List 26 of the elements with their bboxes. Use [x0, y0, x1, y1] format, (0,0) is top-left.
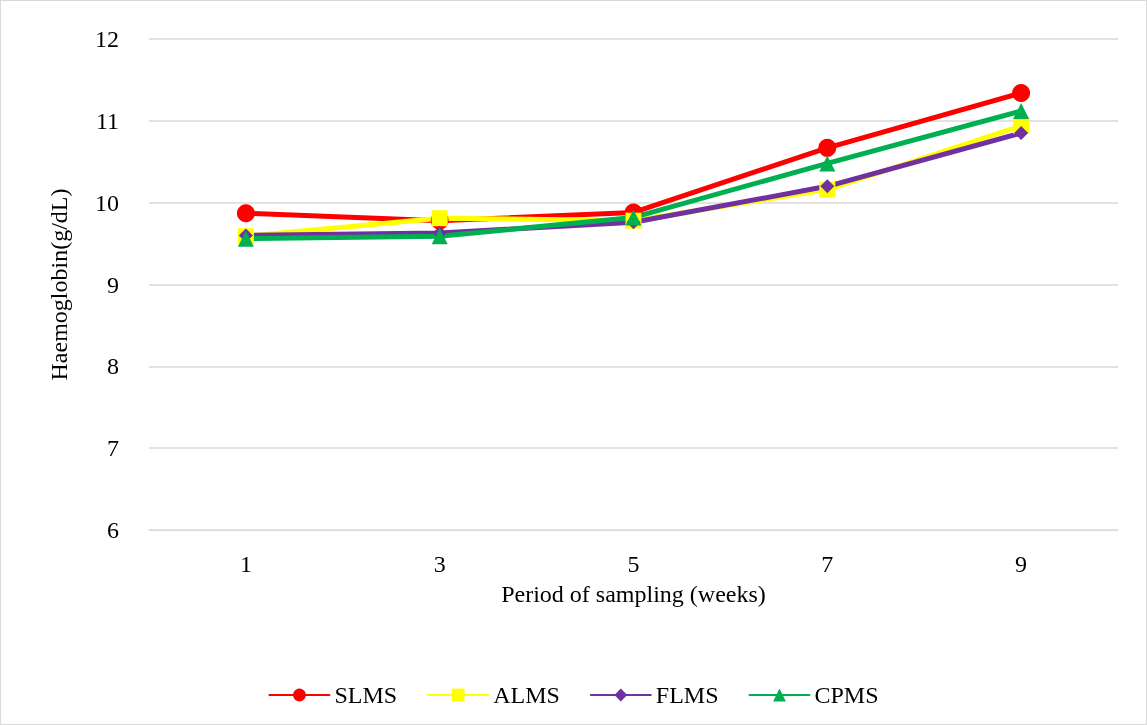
point	[1012, 84, 1031, 102]
y-axis-title: Haemoglobin(g/dL)	[46, 188, 72, 381]
legend-label: CPMS	[814, 682, 879, 708]
y-tick-label: 9	[107, 271, 119, 298]
point	[1013, 103, 1030, 120]
y-tick-label: 12	[95, 26, 119, 52]
legend-label: FLMS	[655, 682, 719, 708]
point	[236, 204, 255, 223]
point	[1014, 126, 1029, 141]
point	[431, 228, 448, 245]
point	[819, 155, 836, 172]
point	[818, 138, 837, 157]
x-tick-label: 3	[433, 551, 446, 577]
x-axis-title: Period of sampling (weeks)	[501, 581, 766, 607]
point	[820, 179, 835, 194]
legend-label: SLMS	[334, 682, 398, 708]
x-tick-label: 7	[821, 551, 834, 577]
y-tick-label: 6	[107, 517, 119, 543]
x-tick-label: 9	[1015, 551, 1028, 577]
y-tick-label: 10	[95, 189, 119, 216]
y-tick-label: 8	[107, 353, 119, 380]
x-tick-label: 5	[627, 551, 640, 577]
legend-label: ALMS	[493, 682, 560, 708]
y-tick-label: 7	[107, 435, 119, 462]
x-tick-label: 1	[239, 551, 252, 577]
y-tick-label: 11	[95, 107, 119, 134]
